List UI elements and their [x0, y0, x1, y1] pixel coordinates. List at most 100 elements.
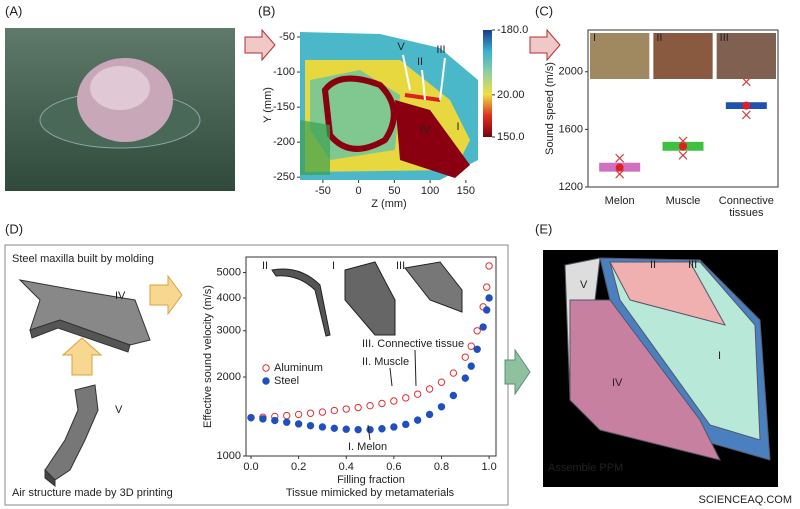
y-tick-label: 2000: [559, 66, 583, 78]
data-point: [378, 399, 386, 408]
annotation: V: [397, 41, 405, 53]
data-point: [306, 409, 315, 417]
data-point: [366, 425, 374, 434]
inset-label: II: [262, 260, 268, 272]
data-point: [354, 425, 362, 434]
whisker-max: [741, 77, 751, 87]
panel-label: (C): [535, 3, 553, 18]
x-tick-label: 0.4: [339, 461, 354, 473]
data-point: [306, 421, 315, 430]
data-point: [402, 420, 410, 429]
data-point: [318, 408, 327, 416]
y-tick-label: 4000: [217, 292, 241, 304]
plot-frame: [245, 256, 497, 457]
caption: Tissue mimicked by metamaterials: [286, 487, 455, 499]
legend-marker: [262, 364, 270, 372]
data-point: [449, 369, 458, 377]
data-point: [283, 418, 291, 426]
y-axis-label: Sound speed (m/s): [544, 62, 556, 155]
annotation: II. Muscle: [362, 356, 409, 368]
data-point: [437, 403, 446, 411]
data-point: [330, 424, 339, 433]
inset-label: III: [396, 260, 405, 272]
legend-label: Aluminum: [274, 362, 323, 374]
whisker-min: [678, 150, 688, 160]
annotation: II: [417, 56, 423, 68]
data-point: [473, 345, 481, 353]
data-point: [483, 306, 491, 314]
data-point: [467, 362, 475, 370]
data-point: [294, 420, 303, 428]
data-point: [354, 403, 362, 412]
panel-label: (A): [5, 3, 22, 18]
arrow: [244, 28, 561, 62]
image-label: II: [656, 32, 662, 44]
data-point: [342, 405, 350, 413]
data-point: [390, 423, 398, 431]
annotation: III: [436, 44, 445, 56]
caption: Assemble PPM: [548, 462, 623, 474]
mean-point: [679, 142, 687, 151]
part-label: V: [115, 404, 123, 416]
data-point: [247, 413, 255, 422]
inset-label: I: [332, 260, 335, 272]
x-tick-label: 1.0: [481, 461, 496, 473]
data-point: [425, 385, 434, 393]
part-label: V: [580, 279, 588, 291]
part-label: IV: [612, 377, 623, 389]
data-point: [318, 423, 327, 431]
y-tick-label: 5000: [217, 266, 241, 278]
data-point: [485, 294, 493, 302]
colorbar-tick-label: 150.0: [497, 131, 525, 143]
annotation: I. Melon: [348, 441, 387, 453]
x-tick-label: 100: [421, 185, 439, 197]
y-tick-label: -250: [273, 171, 295, 183]
x-tick-label: 50: [388, 185, 400, 197]
data-point: [413, 416, 422, 424]
arrow: [61, 274, 531, 396]
data-point: [366, 401, 374, 410]
x-axis-label: Z (mm): [371, 198, 406, 210]
x-tick-label: 0: [356, 185, 362, 197]
whisker-min: [615, 169, 625, 179]
whisker-max: [678, 136, 688, 146]
part-label: III: [688, 259, 697, 271]
part-label: I: [718, 350, 721, 362]
tissue-image: [590, 33, 650, 79]
caption: Steel maxilla built by molding: [12, 253, 154, 265]
inset-structures: [271, 261, 463, 337]
y-tick-label: 3000: [217, 325, 241, 337]
data-point: [485, 262, 493, 270]
x-tick-label: 0.2: [291, 461, 306, 473]
y-tick-label: -150: [273, 101, 295, 113]
panel-label: (B): [258, 3, 275, 18]
data-point: [259, 415, 267, 423]
heat-image: [300, 32, 478, 180]
leader-line: [414, 349, 417, 387]
leader-line: [367, 424, 371, 441]
x-tick-label: 0.8: [434, 461, 449, 473]
mean-point: [742, 101, 751, 110]
colorbar-tick-label: 20.00: [497, 89, 525, 101]
part-label: II: [650, 259, 656, 271]
panel-label: (E): [535, 221, 552, 236]
watermark: SCIENCEAQ.COM: [698, 494, 792, 506]
mean-point: [615, 163, 624, 172]
annotation: I: [456, 121, 459, 133]
image-label: I: [593, 32, 596, 44]
x-tick-label: 0.6: [386, 461, 401, 473]
data-point: [342, 425, 350, 433]
x-tick-label: 150: [457, 185, 475, 197]
tissue-image: [653, 33, 713, 79]
photo: [5, 28, 235, 191]
data-point: [467, 342, 475, 350]
part-label: IV: [115, 290, 126, 302]
data-point: [449, 391, 458, 400]
data-point: [425, 410, 434, 419]
category-label: Muscle: [665, 195, 701, 207]
colorbar-tick-label: -180.0: [497, 24, 528, 36]
category-label: Melon: [604, 195, 635, 207]
data-point: [483, 283, 491, 291]
colorbar: [483, 30, 492, 137]
